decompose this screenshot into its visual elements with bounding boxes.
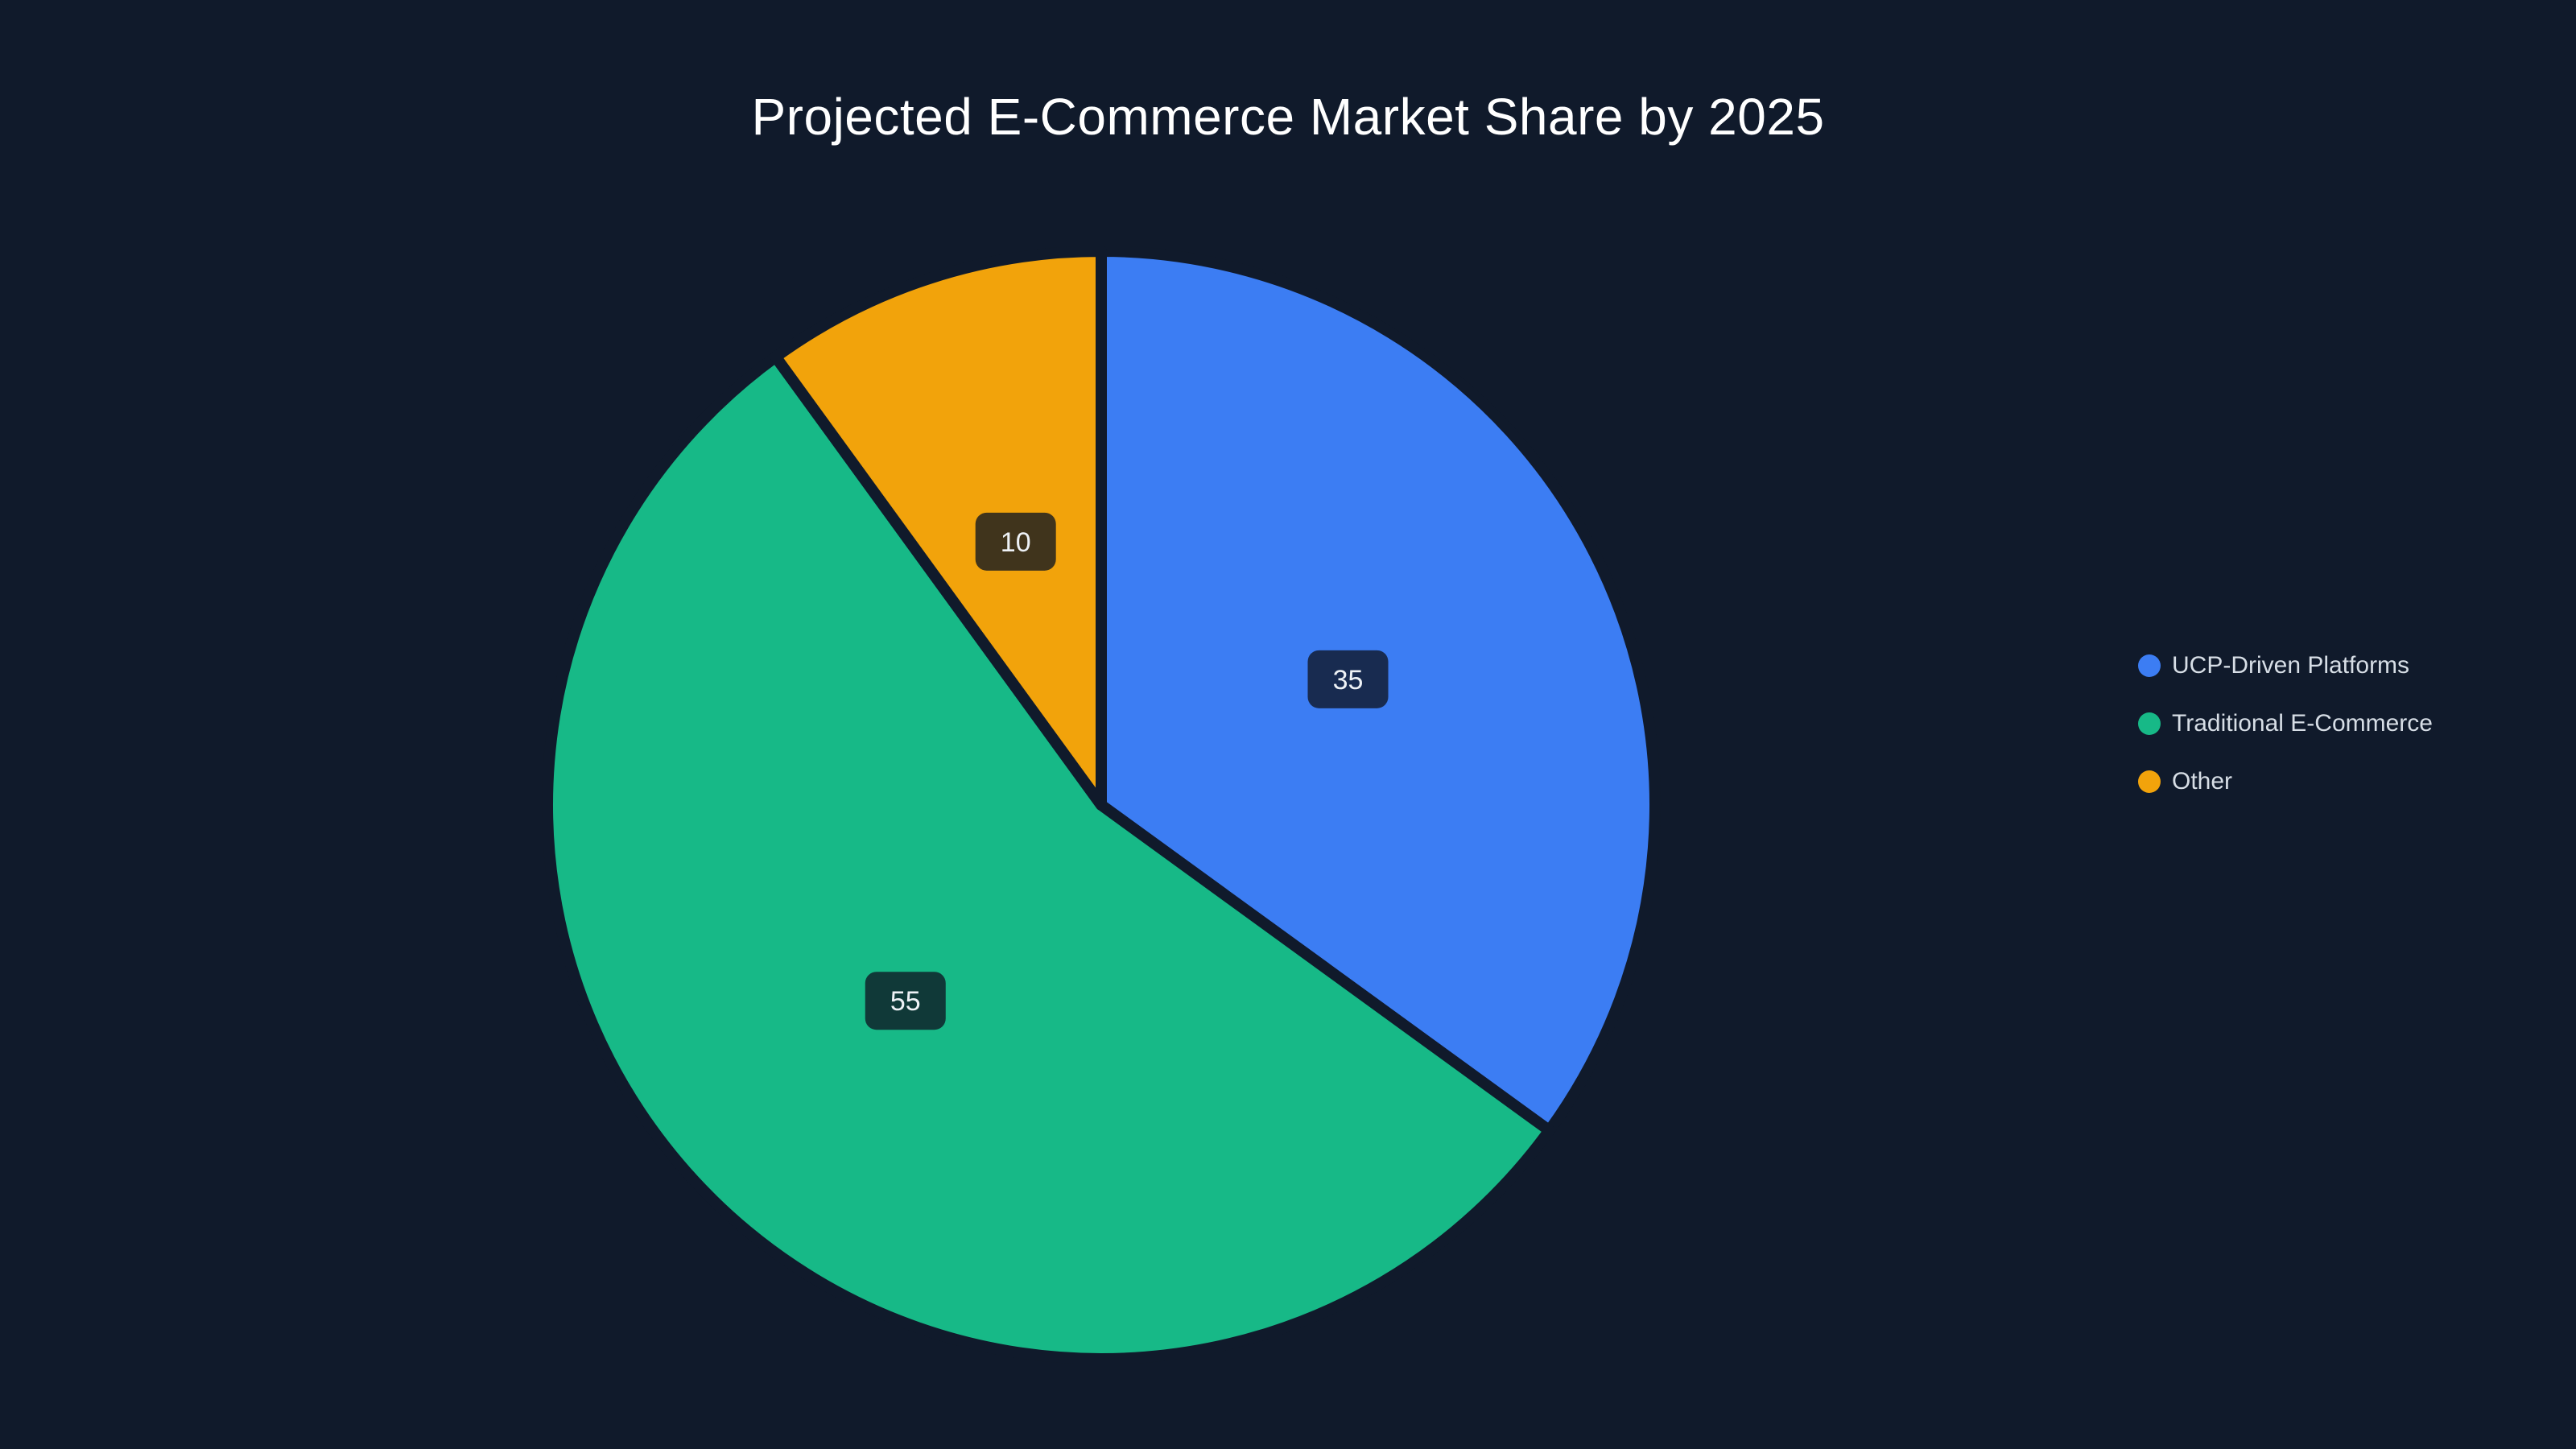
slice-label-traditional-e-commerce: 55	[865, 972, 946, 1030]
svg-text:55: 55	[890, 986, 921, 1017]
legend-swatch-icon	[2138, 770, 2161, 793]
legend-item-ucp-driven-platforms[interactable]: UCP-Driven Platforms	[2138, 649, 2433, 683]
legend-item-label: Traditional E-Commerce	[2172, 710, 2433, 737]
legend-item-other[interactable]: Other	[2138, 765, 2433, 799]
legend-item-label: Other	[2172, 768, 2233, 795]
chart-title: Projected E-Commerce Market Share by 202…	[751, 88, 1825, 146]
svg-text:35: 35	[1333, 665, 1364, 696]
legend-item-traditional-e-commerce[interactable]: Traditional E-Commerce	[2138, 707, 2433, 741]
pie-slice-traditional-e-commerce[interactable]	[542, 351, 1555, 1364]
legend-swatch-icon	[2138, 712, 2161, 735]
slice-label-ucp-driven-platforms: 35	[1307, 650, 1389, 708]
svg-text:10: 10	[1001, 527, 1031, 558]
pie-slice-other[interactable]	[770, 246, 1107, 811]
legend: UCP-Driven Platforms Traditional E-Commer…	[2138, 649, 2433, 799]
legend-item-label: UCP-Driven Platforms	[2172, 652, 2410, 679]
slice-label-other: 10	[975, 512, 1056, 571]
legend-swatch-icon	[2138, 654, 2161, 677]
